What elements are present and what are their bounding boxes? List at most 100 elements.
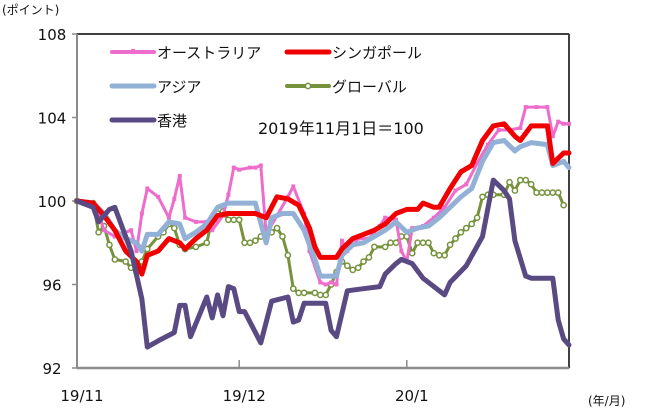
legend-item: グローバル <box>285 78 407 96</box>
data-point <box>360 258 367 265</box>
data-point <box>561 121 566 126</box>
data-point <box>300 289 308 297</box>
legend-item: オーストラリア <box>110 44 261 62</box>
data-point <box>145 186 150 191</box>
data-point <box>560 201 567 209</box>
data-point <box>556 119 561 124</box>
data-point <box>192 243 200 251</box>
series-1 <box>74 121 572 277</box>
y-tick-label: 108 <box>38 26 67 44</box>
data-point <box>279 233 286 240</box>
data-point <box>122 258 130 265</box>
data-point <box>226 192 231 197</box>
data-point <box>203 239 211 247</box>
data-point <box>248 165 253 170</box>
data-point <box>430 249 438 257</box>
data-point <box>518 125 523 130</box>
data-point <box>284 251 292 259</box>
data-point <box>435 251 443 259</box>
series-line <box>74 138 572 279</box>
data-point <box>334 282 339 287</box>
data-point <box>106 241 113 249</box>
series-2 <box>74 138 572 279</box>
data-point <box>365 254 373 261</box>
data-point <box>170 224 178 232</box>
data-point <box>544 189 551 196</box>
data-point <box>441 251 448 259</box>
legend-label: アジア <box>157 78 201 96</box>
data-point <box>475 161 480 166</box>
data-point <box>468 220 476 228</box>
legend-item: 香港 <box>109 112 187 130</box>
data-point <box>462 224 470 232</box>
data-point <box>343 262 351 270</box>
data-point <box>473 214 481 222</box>
data-point <box>387 239 394 247</box>
data-point <box>453 188 458 193</box>
data-point <box>506 178 513 186</box>
legend-label: シンガポール <box>332 44 422 62</box>
y-tick-label: 92 <box>42 360 61 378</box>
data-point <box>533 189 540 196</box>
data-point <box>246 239 254 247</box>
data-point <box>241 239 248 247</box>
data-point <box>95 228 102 236</box>
data-point <box>322 291 330 299</box>
data-point <box>112 234 117 239</box>
data-point <box>383 215 388 220</box>
data-point <box>316 291 324 299</box>
data-point <box>479 193 486 201</box>
x-tick-label: 19/11 <box>60 387 103 405</box>
y-axis: 92 96 100 104 108 <box>38 26 77 378</box>
data-point <box>408 249 416 257</box>
data-point <box>392 239 400 247</box>
data-point <box>527 180 535 188</box>
data-point <box>102 228 107 233</box>
data-point <box>485 142 490 147</box>
data-point <box>273 224 281 232</box>
data-point <box>354 264 362 272</box>
data-point <box>349 266 357 274</box>
y-tick-label: 96 <box>42 277 61 295</box>
data-point <box>516 176 524 184</box>
legend-item: アジア <box>109 78 201 96</box>
data-point <box>452 235 459 242</box>
series-line <box>74 177 572 350</box>
data-point <box>567 121 571 126</box>
y-tick-label: 100 <box>38 193 67 211</box>
data-point <box>237 167 242 172</box>
data-point <box>464 182 469 187</box>
data-point <box>446 241 454 249</box>
data-point <box>291 184 296 189</box>
data-point <box>371 243 378 251</box>
data-point <box>549 189 557 196</box>
data-point <box>511 187 519 194</box>
data-point <box>339 238 344 243</box>
data-point <box>139 211 144 216</box>
data-point <box>295 289 303 297</box>
data-point <box>258 163 263 168</box>
data-point <box>311 289 319 297</box>
data-point <box>442 205 447 210</box>
data-point <box>323 282 328 287</box>
data-point <box>329 280 334 285</box>
data-point <box>550 134 555 139</box>
data-point <box>431 215 436 220</box>
data-point <box>134 249 139 254</box>
x-axis: 19/11 19/12 20/1 <box>60 360 429 405</box>
data-point <box>231 165 236 170</box>
data-point <box>252 237 259 245</box>
data-point <box>289 285 297 293</box>
legend-marker <box>131 49 135 53</box>
legend-label: 香港 <box>157 112 187 130</box>
data-point <box>129 228 134 233</box>
data-point <box>172 196 177 201</box>
data-point <box>183 215 188 220</box>
data-point <box>381 243 389 251</box>
data-point <box>414 239 421 247</box>
y-tick-label: 104 <box>38 110 67 128</box>
data-point <box>496 128 501 133</box>
data-point <box>419 239 427 247</box>
